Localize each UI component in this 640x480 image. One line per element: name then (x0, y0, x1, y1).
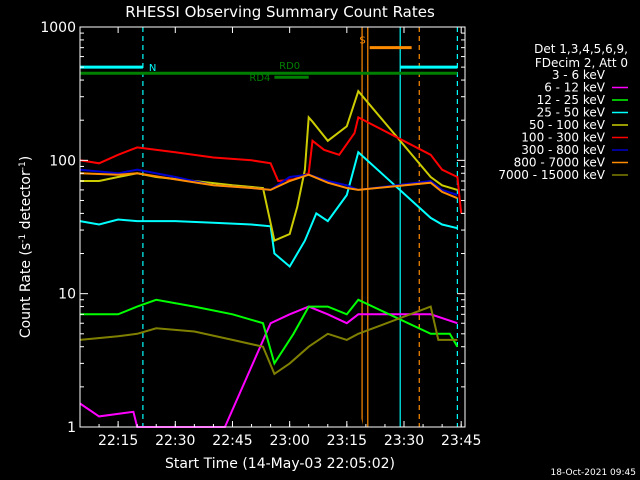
x-tick-label-5: 23:30 (384, 433, 424, 449)
legend-label-8: 7000 - 15000 keV (498, 168, 605, 182)
legend-label-3: 25 - 50 keV (537, 106, 606, 120)
axis-ticks: 22:15 22:30 22:45 23:00 23:15 23:30 23:45 1 10 10… (40, 20, 481, 449)
bar-label-3: S (359, 36, 365, 47)
legend-label-6: 300 - 800 keV (521, 143, 605, 157)
series-line-2 (80, 298, 459, 366)
x-tick-label-2: 22:45 (212, 433, 252, 449)
series-line-6 (79, 168, 458, 196)
series-line-1 (79, 305, 458, 428)
timestamp: 18-Oct-2021 09:45 (551, 468, 636, 478)
y-tick-label-3: 1000 (40, 20, 76, 36)
y-tick-label-1: 10 (58, 287, 76, 303)
series-lines (79, 89, 463, 428)
series-line-8 (79, 305, 458, 376)
x-tick-label-3: 23:00 (269, 433, 309, 449)
x-axis-label: Start Time (14-May-03 22:05:02) (165, 456, 395, 472)
plot-frame (79, 26, 466, 428)
legend-label-0: 3 - 6 keV (552, 68, 606, 82)
x-tick-label-6: 23:45 (441, 433, 481, 449)
legend-header-line-1: Det 1,3,4,5,6,9, (534, 42, 628, 56)
legend-label-7: 800 - 7000 keV (514, 156, 606, 170)
y-axis-label-superscript: -1 (18, 234, 28, 243)
y-tick-label-2: 100 (49, 153, 76, 169)
y-tick-label-0: 1 (67, 420, 76, 436)
bar-label-0: N (149, 63, 156, 74)
y-axis-label: Count Rate (s-1 detector-1) (18, 156, 34, 338)
x-tick-label-0: 22:15 (98, 433, 138, 449)
legend: Det 1,3,4,5,6,9, FDecim 2, Att 0 3 - 6 k… (498, 42, 628, 182)
legend-header-line-2: FDecim 2, Att 0 (535, 56, 628, 70)
x-tick-label-1: 22:30 (155, 433, 195, 449)
chart-title: RHESSI Observing Summary Count Rates (125, 3, 435, 21)
bar-label-2: RD4 (249, 73, 270, 84)
legend-label-2: 12 - 25 keV (537, 93, 606, 107)
x-tick-label-4: 23:15 (327, 433, 367, 449)
legend-label-5: 100 - 300 keV (521, 131, 605, 145)
bar-label-1: RD0 (279, 61, 300, 72)
series-line-0 (80, 344, 364, 428)
series-line-7 (79, 172, 458, 200)
legend-label-1: 6 - 12 keV (544, 81, 606, 95)
legend-label-4: 50 - 100 keV (529, 118, 606, 132)
vertical-markers (142, 27, 458, 427)
observing-bars: N RD0 RD4 S (80, 36, 458, 84)
series-line-3 (79, 150, 458, 269)
